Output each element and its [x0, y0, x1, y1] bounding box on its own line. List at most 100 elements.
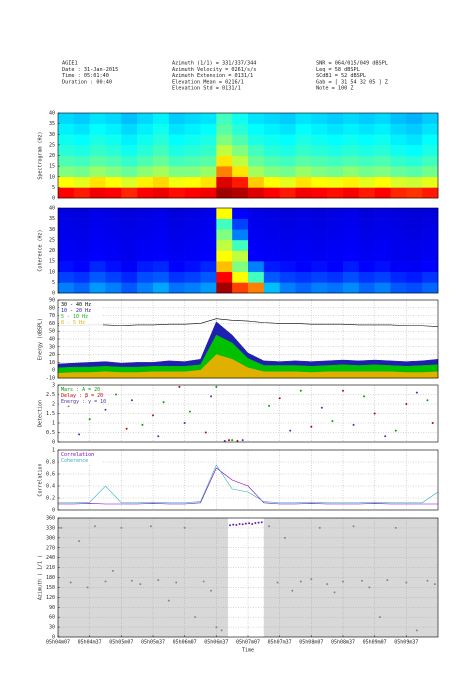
y-tick-label: 30 [49, 132, 55, 138]
heat-cell [89, 134, 106, 146]
heat-cell [89, 282, 106, 294]
heat-cell [327, 208, 344, 219]
heat-cell [153, 261, 170, 273]
heat-cell [121, 250, 138, 262]
legend-entry: Coherence [61, 458, 88, 464]
heat-cell [311, 166, 328, 178]
y-tick-label: 0 [52, 368, 55, 374]
heat-cell [58, 271, 75, 283]
heat-cell [327, 218, 344, 230]
y-tick-label: 0.4 [46, 484, 55, 490]
y-tick-label: 10 [49, 360, 55, 366]
heat-cell [216, 155, 233, 167]
heat-cell [184, 271, 201, 283]
y-tick-label: 210 [46, 565, 55, 571]
heat-cell [358, 250, 375, 262]
heat-cell [121, 261, 138, 273]
heat-cell [73, 239, 90, 251]
point [178, 385, 181, 388]
heat-cell [327, 123, 344, 135]
heat-cell [200, 144, 217, 156]
y-tick-label: 2.5 [46, 392, 55, 398]
header-line: SNR = 064/015/049 dBSPL [316, 61, 388, 67]
point [228, 439, 230, 442]
heat-cell [200, 155, 217, 167]
heat-cell [153, 250, 170, 262]
heat-cell [121, 155, 138, 167]
heat-cell [390, 261, 407, 273]
point [257, 521, 260, 524]
heat-cell [311, 134, 328, 146]
heat-cell [311, 176, 328, 188]
point [130, 579, 133, 582]
heat-cell [358, 123, 375, 135]
heat-cell [121, 113, 138, 124]
heat-cell [295, 187, 312, 199]
plot-frame [57, 384, 439, 443]
x-tick-label: 05h05m37 [141, 640, 165, 646]
heat-cell [343, 187, 360, 199]
heat-cell [89, 261, 106, 273]
heat-cell [374, 113, 391, 124]
y-tick-label: 20 [49, 248, 55, 254]
heat-cell [137, 113, 154, 124]
point [331, 420, 334, 423]
heat-cell [263, 261, 280, 273]
header-line: AGIE1 [62, 61, 78, 67]
heat-cell [89, 166, 106, 178]
heat-cell [311, 187, 328, 199]
heat-cell [168, 134, 185, 146]
heat-cell [248, 113, 265, 124]
heat-cell [406, 271, 423, 283]
y-tick-label: 35 [49, 121, 55, 127]
y-tick-label: 70 [49, 313, 55, 319]
heat-cell [89, 155, 106, 167]
heat-cell [153, 239, 170, 251]
heat-cell [311, 144, 328, 156]
heat-cell [232, 261, 249, 273]
point [60, 526, 63, 529]
panel: 0 0.5 1 1.5 2 2.5 3 Detection Mars : A = 20Delay… [38, 383, 439, 446]
header-line: Time : 05:01:40 [62, 73, 109, 79]
heat-cell [311, 239, 328, 251]
point [248, 522, 251, 525]
point [157, 579, 160, 582]
heat-cell [153, 166, 170, 178]
y-tick-label: 180 [46, 575, 55, 581]
heat-cell [422, 166, 439, 178]
legend-box [59, 451, 103, 465]
heat-cell [232, 176, 249, 188]
y-tick-label: 330 [46, 525, 55, 531]
y-tick-label: 300 [46, 535, 55, 541]
heat-cell [73, 123, 90, 135]
heat-cell [311, 282, 328, 294]
heat-cell [406, 218, 423, 230]
heat-cell [343, 208, 360, 219]
heat-cell [137, 250, 154, 262]
heat-cell [358, 261, 375, 273]
point [152, 414, 154, 417]
y-tick-label: 120 [46, 595, 55, 601]
heat-cell [248, 123, 265, 135]
point [373, 412, 376, 415]
heat-cell [343, 239, 360, 251]
heat-cell [374, 144, 391, 156]
heat-cell [232, 229, 249, 241]
y-tick-label: 0.2 [46, 496, 55, 502]
y-tick-label: 10 [49, 174, 55, 180]
heat-cell [295, 250, 312, 262]
heat-cell [105, 250, 122, 262]
heat-cell [279, 282, 296, 294]
heat-cell [105, 166, 122, 178]
heat-cell [295, 271, 312, 283]
point [352, 423, 355, 426]
heat-cell [200, 187, 217, 199]
line [58, 464, 439, 504]
heat-cell [216, 166, 233, 178]
heat-cell [200, 208, 217, 219]
point [86, 586, 89, 589]
heat-cell [374, 239, 391, 251]
heat-cell [295, 261, 312, 273]
y-tick-label: 30 [49, 625, 55, 631]
y-tick-label: 360 [46, 516, 55, 522]
